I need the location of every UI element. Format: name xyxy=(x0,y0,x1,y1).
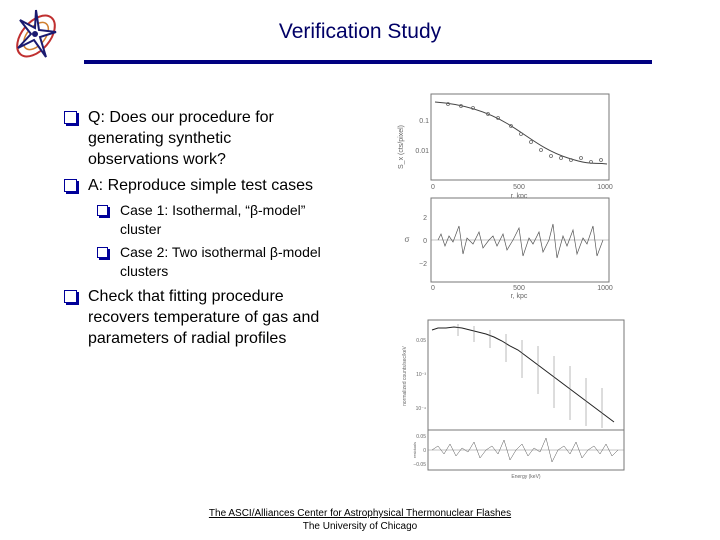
plot-resid-ytick: −2 xyxy=(419,261,427,268)
plot-top-ytick: 0.1 xyxy=(419,118,429,125)
plot-spectrum-rtick: 0 xyxy=(423,448,426,454)
plot-top-xtick: 500 xyxy=(513,184,525,191)
plot-resid-xtick: 1000 xyxy=(597,285,613,292)
bullet-question-line3: observations work? xyxy=(88,151,226,168)
bullet-question-line2: generating synthetic xyxy=(88,130,232,147)
plot-top-xlabel: r, kpc xyxy=(511,193,528,200)
bullet-answer: A: Reproduce simple test cases xyxy=(88,177,313,194)
checkbox-bullet-icon xyxy=(64,290,77,303)
footer-university: The University of Chicago xyxy=(302,521,418,532)
bullet-check-line3: parameters of radial profiles xyxy=(88,330,287,347)
plot-spectrum-xlabel: Energy (keV) xyxy=(511,474,541,480)
spectrum-plot: normalized counts/sec/keV 0.05 10⁻³ 10⁻⁴… xyxy=(402,319,625,480)
plot-spectrum-rtick: 0.05 xyxy=(416,434,426,440)
plot-spectrum-resid-label: residuals xyxy=(412,442,417,458)
plot-spectrum-ytick: 0.05 xyxy=(416,338,426,344)
plot-spectrum-ytick: 10⁻⁴ xyxy=(416,406,426,412)
title-divider xyxy=(84,60,652,64)
plot-spectrum-ylabel: normalized counts/sec/keV xyxy=(402,345,408,405)
plot-resid-xtick: 500 xyxy=(513,285,525,292)
plot-resid-xlabel: r, kpc xyxy=(511,293,528,300)
checkbox-bullet-icon xyxy=(97,205,108,216)
checkbox-bullet-icon xyxy=(64,111,77,124)
bullet-question-line1: Q: Does our procedure for xyxy=(88,109,274,126)
plot-top-xtick: 0 xyxy=(431,184,435,191)
plot-spectrum-ytick: 10⁻³ xyxy=(416,372,426,378)
plot-top-ylabel: S_x (cts/pixel) xyxy=(398,125,405,169)
footer-affiliation-link[interactable]: The ASCI/Alliances Center for Astrophysi… xyxy=(208,508,512,519)
data-points xyxy=(446,102,603,164)
subbullet-case1-line1: Case 1: Isothermal, “β-model” xyxy=(120,202,306,218)
slide-title: Verification Study xyxy=(278,20,442,43)
plot-spectrum-rtick: −0.05 xyxy=(413,462,426,468)
plot-top-ytick: 0.01 xyxy=(415,148,429,155)
subbullet-case2-line1: Case 2: Two isothermal β-model xyxy=(120,244,321,260)
subbullet-case1-line2: cluster xyxy=(120,221,162,237)
bullet-check-line1: Check that fitting procedure xyxy=(88,288,284,305)
plot-resid-xtick: 0 xyxy=(431,285,435,292)
plot-resid-ylabel: σ xyxy=(405,235,410,244)
plot-resid-ytick: 2 xyxy=(423,215,427,222)
bullet-check-line2: recovers temperature of gas and xyxy=(88,309,320,326)
surface-brightness-plot: S_x (cts/pixel) 0.1 0.01 0 500 1000 r, k… xyxy=(398,93,613,200)
spectrum-errorbars xyxy=(457,324,603,428)
residual-plot: σ 2 0 −2 0 500 1000 r, kpc xyxy=(405,197,613,300)
plot-top-xtick: 1000 xyxy=(597,184,613,191)
checkbox-bullet-icon xyxy=(64,179,77,192)
flash-center-logo-icon xyxy=(16,9,57,58)
subbullet-case2-line2: clusters xyxy=(120,263,169,279)
checkbox-bullet-icon xyxy=(97,247,108,258)
plot-resid-ytick: 0 xyxy=(423,238,427,245)
